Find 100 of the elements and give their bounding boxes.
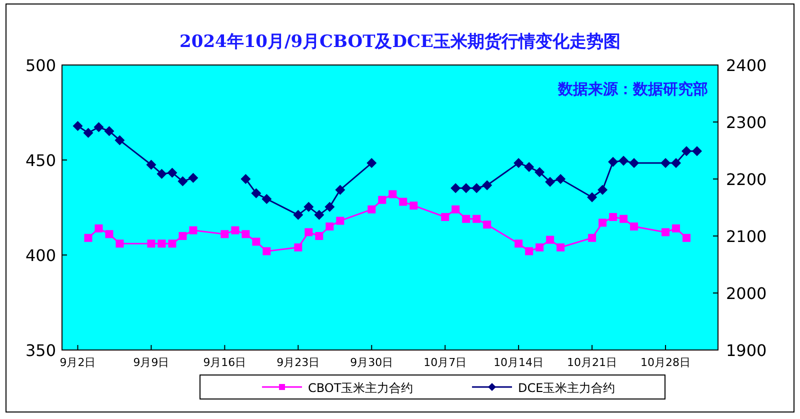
point	[84, 234, 92, 242]
point	[588, 234, 596, 242]
point	[158, 240, 166, 248]
legend-label: CBOT玉米主力合约	[308, 381, 414, 395]
y2-tick-label: 1900	[726, 341, 767, 360]
point	[262, 247, 271, 256]
point	[545, 176, 556, 187]
point	[240, 174, 251, 184]
point	[482, 180, 492, 190]
point	[72, 120, 83, 131]
point	[672, 224, 680, 232]
point	[682, 146, 692, 156]
point	[534, 167, 545, 178]
point	[536, 243, 544, 252]
point	[410, 202, 418, 210]
x-tick-label: 9月23日	[276, 356, 320, 369]
point	[629, 158, 640, 168]
x-tick-label: 9月30日	[350, 356, 394, 369]
point	[692, 146, 702, 156]
point	[556, 243, 565, 252]
point	[94, 122, 104, 132]
y2-tick-label: 2100	[726, 227, 767, 246]
point	[514, 158, 524, 168]
point	[94, 224, 103, 232]
point	[167, 168, 178, 178]
point	[461, 183, 472, 194]
point	[598, 184, 608, 195]
point	[620, 214, 628, 223]
y-tick-label: 450	[25, 151, 56, 170]
point	[556, 174, 566, 184]
point	[114, 135, 125, 146]
x-tick-label: 9月16日	[203, 356, 246, 369]
point	[618, 156, 629, 166]
point	[630, 222, 638, 230]
point	[105, 230, 114, 238]
point	[156, 168, 167, 179]
point	[472, 183, 482, 194]
point	[462, 214, 470, 223]
point	[682, 234, 691, 242]
y-tick-label: 350	[25, 341, 56, 360]
y2-tick-label: 2000	[726, 284, 767, 303]
point	[514, 240, 523, 248]
point	[251, 188, 262, 198]
point	[368, 205, 376, 214]
point	[147, 240, 156, 248]
y2-tick-label: 2400	[726, 56, 767, 75]
point	[452, 205, 460, 214]
x-tick-label: 10月21日	[567, 356, 618, 369]
x-tick-label: 9月9日	[133, 356, 170, 369]
x-tick-label: 10月28日	[640, 356, 691, 369]
point	[294, 243, 302, 252]
point	[609, 213, 618, 221]
point	[483, 220, 492, 229]
point	[671, 158, 682, 168]
point	[252, 238, 260, 246]
point	[178, 176, 188, 186]
point	[399, 198, 408, 206]
x-tick-label: 10月14日	[494, 356, 544, 369]
point	[104, 126, 114, 136]
point	[660, 158, 671, 168]
point	[168, 240, 176, 248]
x-tick-label: 9月2日	[60, 356, 96, 369]
point	[188, 172, 198, 183]
point	[314, 210, 324, 220]
point	[220, 230, 229, 238]
y-tick-label: 400	[25, 246, 56, 265]
x-tick-label: 10月7日	[424, 356, 467, 369]
point	[315, 232, 324, 240]
point	[116, 240, 124, 248]
point	[472, 214, 481, 223]
point	[242, 230, 250, 238]
point	[525, 247, 534, 256]
point	[608, 156, 618, 167]
point	[304, 202, 314, 212]
point	[83, 128, 94, 138]
point	[336, 216, 344, 225]
point	[189, 226, 198, 234]
point	[293, 210, 304, 220]
point	[335, 184, 346, 195]
y2-tick-label: 2300	[726, 113, 767, 132]
point	[304, 228, 313, 236]
point	[326, 222, 334, 230]
point	[324, 202, 335, 212]
point	[441, 213, 450, 221]
point	[378, 196, 386, 204]
point	[262, 194, 272, 204]
point	[231, 226, 240, 234]
point	[450, 183, 461, 194]
legend-label: DCE玉米主力合约	[518, 381, 616, 395]
point	[366, 158, 377, 168]
point	[146, 160, 156, 170]
point	[546, 236, 554, 244]
y-tick-label: 500	[25, 56, 56, 75]
point	[587, 192, 598, 202]
point	[598, 218, 607, 227]
point	[388, 190, 397, 198]
y2-tick-label: 2200	[726, 170, 767, 189]
point	[178, 232, 187, 240]
point	[524, 162, 534, 172]
annotation: 数据来源：数据研究部	[557, 80, 708, 98]
